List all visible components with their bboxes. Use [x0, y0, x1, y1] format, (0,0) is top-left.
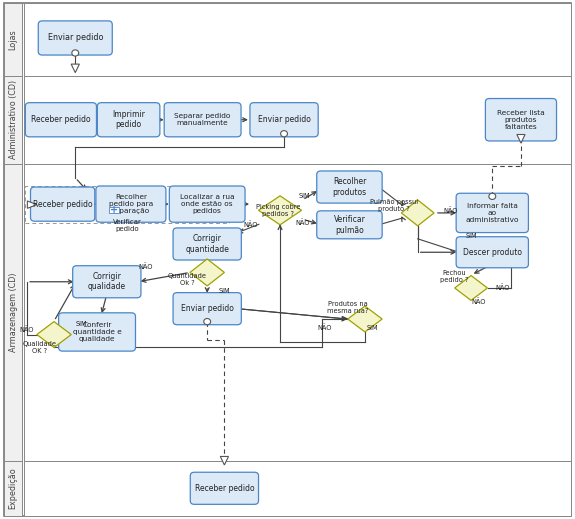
Polygon shape	[517, 134, 525, 143]
Circle shape	[489, 193, 496, 199]
FancyBboxPatch shape	[97, 103, 160, 137]
Text: NÃO: NÃO	[317, 324, 332, 331]
Text: Verificar
pulmão: Verificar pulmão	[334, 215, 365, 235]
Text: Armazenagem (CD): Armazenagem (CD)	[9, 273, 17, 352]
Text: Picking cobre
pedidos ?: Picking cobre pedidos ?	[256, 204, 301, 217]
Text: Pulmão possui
produto ?: Pulmão possui produto ?	[370, 199, 417, 212]
Text: SIM: SIM	[298, 194, 310, 199]
Text: Corrigir
qualidade: Corrigir qualidade	[88, 272, 126, 292]
Bar	[3, 163, 22, 461]
Text: Informar falta
ao
administrativo: Informar falta ao administrativo	[466, 203, 519, 223]
Bar	[24, 461, 572, 516]
Text: Corrigir
quantidade: Corrigir quantidade	[185, 234, 229, 254]
Bar	[25, 186, 229, 223]
Polygon shape	[71, 64, 79, 73]
Polygon shape	[455, 276, 488, 301]
Text: Lojas: Lojas	[9, 29, 17, 50]
Text: Receber pedido: Receber pedido	[31, 115, 91, 124]
Text: NÃO: NÃO	[296, 220, 310, 226]
Bar	[3, 461, 22, 516]
Text: Receber pedido: Receber pedido	[194, 484, 254, 493]
Text: Fechou
pedido ?: Fechou pedido ?	[440, 269, 468, 282]
Text: Enviar pedido: Enviar pedido	[258, 115, 311, 124]
FancyBboxPatch shape	[164, 103, 241, 137]
FancyBboxPatch shape	[72, 266, 141, 298]
FancyBboxPatch shape	[250, 103, 318, 137]
Text: Verificar
pedido: Verificar pedido	[113, 219, 141, 232]
Text: SIM: SIM	[465, 233, 477, 239]
Text: SIM: SIM	[75, 321, 87, 327]
FancyBboxPatch shape	[317, 211, 382, 239]
Bar	[3, 3, 22, 76]
Text: Localizar a rua
onde estão os
pedidos: Localizar a rua onde estão os pedidos	[180, 194, 235, 214]
Bar	[3, 76, 22, 163]
Bar	[24, 3, 572, 76]
Text: Recolher
pedido para
separação: Recolher pedido para separação	[109, 194, 153, 214]
Bar	[24, 76, 572, 163]
Text: NÃO: NÃO	[495, 284, 509, 291]
Text: SIM: SIM	[367, 325, 378, 331]
Polygon shape	[28, 201, 37, 208]
FancyBboxPatch shape	[25, 103, 97, 137]
Bar	[109, 207, 119, 213]
Text: Quantidade
Ok ?: Quantidade Ok ?	[168, 272, 206, 285]
Bar	[24, 163, 572, 461]
FancyBboxPatch shape	[173, 228, 242, 260]
FancyBboxPatch shape	[96, 186, 166, 222]
Text: NÃO: NÃO	[443, 207, 458, 214]
Polygon shape	[220, 456, 228, 465]
FancyBboxPatch shape	[30, 187, 95, 221]
Text: Enviar pedido: Enviar pedido	[181, 304, 233, 313]
FancyBboxPatch shape	[39, 21, 112, 55]
FancyBboxPatch shape	[456, 237, 528, 268]
Text: Imprimir
pedido: Imprimir pedido	[112, 110, 145, 129]
FancyBboxPatch shape	[190, 472, 259, 504]
Polygon shape	[348, 306, 382, 332]
Text: NÃO: NÃO	[20, 326, 34, 333]
Text: SIM: SIM	[218, 288, 231, 294]
Text: NÃO: NÃO	[471, 298, 485, 305]
Text: Separar pedido
manualmente: Separar pedido manualmente	[174, 113, 231, 126]
Text: NÃO: NÃO	[244, 221, 258, 228]
FancyBboxPatch shape	[169, 186, 245, 222]
Text: Descer produto: Descer produto	[463, 248, 522, 257]
FancyBboxPatch shape	[456, 193, 528, 233]
Polygon shape	[259, 196, 301, 225]
Text: Enviar pedido: Enviar pedido	[48, 33, 103, 43]
Circle shape	[204, 319, 210, 325]
Text: +: +	[110, 205, 118, 215]
FancyBboxPatch shape	[173, 293, 242, 325]
Polygon shape	[401, 200, 434, 226]
FancyBboxPatch shape	[485, 99, 557, 141]
Text: NÃO: NÃO	[138, 263, 152, 269]
Text: Administrativo (CD): Administrativo (CD)	[9, 80, 17, 159]
Circle shape	[72, 50, 79, 56]
Text: Qualidade
OK ?: Qualidade OK ?	[22, 341, 57, 354]
Text: Conferir
quantidade e
qualidade: Conferir quantidade e qualidade	[72, 322, 121, 342]
Polygon shape	[37, 322, 71, 348]
Text: Expedição: Expedição	[9, 468, 17, 510]
Text: Recolher
produtos: Recolher produtos	[332, 177, 366, 197]
Circle shape	[281, 131, 288, 137]
Text: Receber lista
produtos
faltantes: Receber lista produtos faltantes	[497, 110, 545, 130]
FancyBboxPatch shape	[317, 171, 382, 203]
Polygon shape	[190, 259, 224, 286]
Text: Receber pedido: Receber pedido	[33, 200, 93, 209]
FancyBboxPatch shape	[59, 313, 136, 351]
Text: Produtos na
mesma rua?: Produtos na mesma rua?	[327, 301, 369, 313]
